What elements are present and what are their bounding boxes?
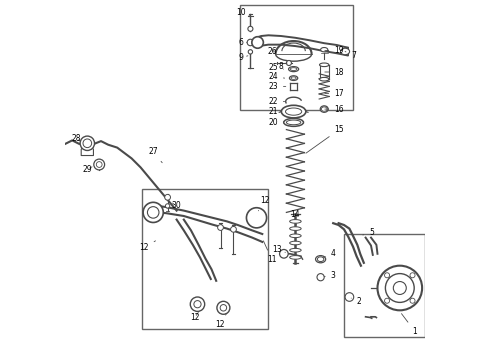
Circle shape — [97, 162, 102, 167]
Text: 22: 22 — [269, 97, 285, 106]
Circle shape — [410, 298, 415, 303]
Text: 30: 30 — [171, 201, 181, 210]
Circle shape — [386, 274, 414, 302]
Ellipse shape — [320, 48, 328, 52]
Circle shape — [248, 50, 252, 54]
Ellipse shape — [341, 48, 349, 55]
Circle shape — [83, 139, 92, 148]
Text: 1: 1 — [401, 314, 417, 336]
Text: 4: 4 — [323, 249, 336, 258]
Text: 6: 6 — [239, 38, 247, 47]
Text: 15: 15 — [306, 125, 344, 153]
Ellipse shape — [281, 105, 306, 118]
Text: 9: 9 — [239, 53, 248, 62]
Circle shape — [218, 225, 223, 230]
Text: 29: 29 — [82, 165, 92, 174]
Circle shape — [286, 60, 292, 66]
Ellipse shape — [289, 67, 298, 72]
Text: 12: 12 — [258, 197, 270, 211]
Text: 19: 19 — [325, 46, 344, 55]
Text: 28: 28 — [71, 134, 80, 143]
Circle shape — [190, 297, 205, 311]
Ellipse shape — [319, 77, 329, 81]
Circle shape — [217, 301, 230, 314]
Circle shape — [385, 273, 390, 278]
Ellipse shape — [290, 256, 301, 259]
Ellipse shape — [320, 106, 328, 112]
Circle shape — [280, 249, 288, 258]
Ellipse shape — [319, 63, 329, 67]
Circle shape — [393, 282, 406, 294]
Bar — [240, 5, 353, 110]
Circle shape — [194, 301, 201, 308]
Ellipse shape — [286, 120, 301, 125]
Text: 23: 23 — [268, 82, 286, 91]
Ellipse shape — [290, 220, 301, 223]
Text: 16: 16 — [325, 105, 344, 114]
Ellipse shape — [318, 257, 324, 261]
Circle shape — [166, 204, 170, 208]
Text: 8: 8 — [279, 62, 287, 71]
Text: 12: 12 — [215, 314, 226, 329]
Text: 12: 12 — [140, 241, 155, 252]
Ellipse shape — [291, 68, 297, 71]
Ellipse shape — [290, 248, 301, 252]
Circle shape — [94, 159, 104, 170]
Circle shape — [231, 226, 236, 232]
Text: 24: 24 — [268, 72, 285, 81]
Circle shape — [220, 305, 227, 311]
Text: 7: 7 — [345, 51, 356, 60]
Text: 10: 10 — [237, 8, 250, 17]
Text: 3: 3 — [324, 271, 336, 280]
Circle shape — [410, 273, 415, 278]
Text: 18: 18 — [325, 68, 344, 77]
Text: 20: 20 — [268, 118, 284, 127]
Text: 13: 13 — [272, 245, 285, 253]
Text: 12: 12 — [190, 312, 199, 322]
Text: 11: 11 — [264, 241, 277, 264]
Ellipse shape — [316, 256, 326, 263]
Text: 14: 14 — [290, 210, 299, 225]
Ellipse shape — [284, 118, 303, 126]
Circle shape — [377, 266, 422, 310]
Circle shape — [252, 37, 263, 48]
Ellipse shape — [286, 108, 302, 115]
Circle shape — [165, 194, 171, 200]
Circle shape — [345, 293, 354, 301]
Circle shape — [247, 39, 254, 46]
Circle shape — [143, 202, 163, 222]
Ellipse shape — [290, 76, 298, 81]
Text: 17: 17 — [325, 89, 344, 98]
Text: 5: 5 — [363, 228, 374, 237]
Circle shape — [385, 298, 390, 303]
Text: 25: 25 — [268, 63, 284, 72]
Bar — [143, 189, 269, 329]
Circle shape — [248, 26, 253, 31]
Text: 27: 27 — [148, 148, 162, 163]
Text: 21: 21 — [269, 107, 282, 116]
Ellipse shape — [290, 227, 301, 230]
Circle shape — [80, 136, 95, 150]
Circle shape — [317, 274, 324, 281]
Ellipse shape — [290, 234, 301, 238]
Circle shape — [246, 208, 267, 228]
Ellipse shape — [321, 107, 327, 111]
Text: 26: 26 — [268, 47, 277, 56]
Text: 2: 2 — [351, 297, 361, 306]
Ellipse shape — [290, 241, 301, 245]
Bar — [344, 234, 425, 337]
Circle shape — [147, 207, 159, 218]
Ellipse shape — [291, 77, 296, 80]
